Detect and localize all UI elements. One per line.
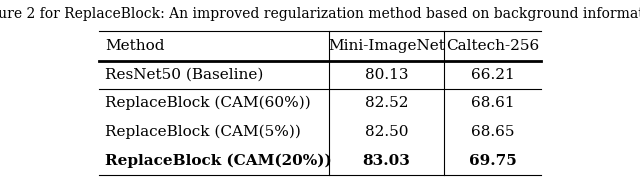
Text: 82.52: 82.52 [365, 96, 408, 110]
Text: 69.75: 69.75 [468, 154, 516, 168]
Text: 66.21: 66.21 [471, 67, 515, 82]
Text: ReplaceBlock (CAM(20%)): ReplaceBlock (CAM(20%)) [106, 153, 332, 168]
Text: ResNet50 (Baseline): ResNet50 (Baseline) [106, 67, 264, 82]
Text: Figure 2 for ReplaceBlock: An improved regularization method based on background: Figure 2 for ReplaceBlock: An improved r… [0, 7, 640, 21]
Text: 82.50: 82.50 [365, 125, 408, 139]
Text: Method: Method [106, 39, 165, 53]
Text: 68.61: 68.61 [471, 96, 515, 110]
Text: Caltech-256: Caltech-256 [446, 39, 540, 53]
Text: 68.65: 68.65 [471, 125, 515, 139]
Text: 80.13: 80.13 [365, 67, 408, 82]
Text: ReplaceBlock (CAM(60%)): ReplaceBlock (CAM(60%)) [106, 96, 311, 111]
Text: 83.03: 83.03 [362, 154, 410, 168]
Text: Mini-ImageNet: Mini-ImageNet [328, 39, 445, 53]
Text: ReplaceBlock (CAM(5%)): ReplaceBlock (CAM(5%)) [106, 125, 301, 139]
